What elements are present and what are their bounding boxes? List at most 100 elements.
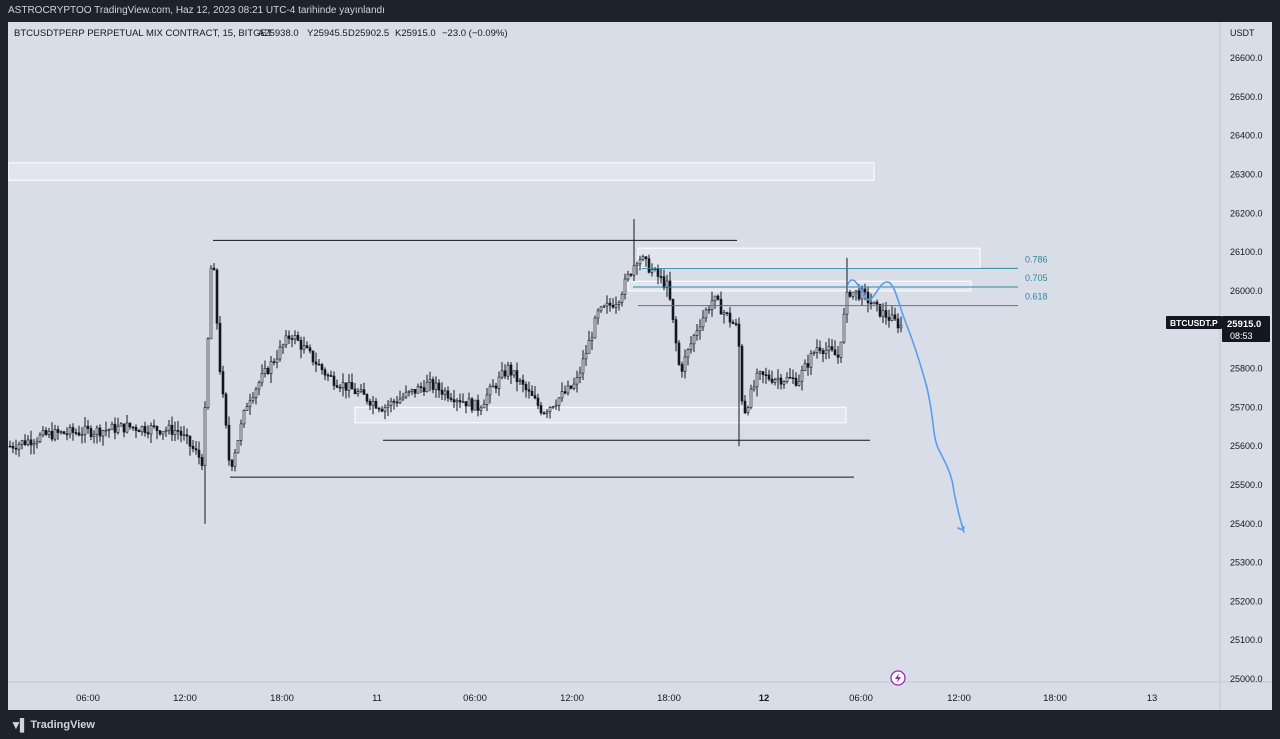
candle-body [572, 383, 576, 389]
candle-body [242, 410, 246, 425]
candle-body [680, 364, 684, 372]
candle-body [158, 430, 162, 435]
candle-body [203, 407, 207, 466]
candle-body [701, 317, 705, 328]
candle-body [116, 425, 120, 433]
candle-body [305, 345, 309, 349]
candle-body [614, 304, 618, 308]
candle-body [311, 350, 315, 363]
candle-body [20, 440, 24, 445]
candle-body [368, 400, 372, 406]
legend-symbol: BTCUSDTPERP PERPETUAL MIX CONTRACT, 15, … [14, 28, 273, 39]
candle-body [506, 364, 510, 377]
tradingview-logo[interactable]: ▼▌ TradingView [10, 718, 95, 732]
candle-body [584, 353, 588, 360]
candle-body [749, 388, 753, 408]
candle-body [113, 423, 117, 433]
candle-body [578, 372, 582, 378]
candle-body [377, 407, 381, 410]
candle-body [323, 369, 327, 376]
candle-body [80, 434, 84, 436]
candle-body [722, 312, 726, 315]
candle-body [599, 306, 603, 312]
candle-body [320, 364, 324, 371]
candle-body [620, 294, 624, 303]
candle-body [761, 371, 765, 376]
price-tick: 25000.0 [1230, 674, 1263, 684]
candle-body [590, 337, 594, 341]
candle-body [164, 430, 168, 433]
candle-body [674, 319, 678, 344]
candle-body [233, 452, 237, 467]
candle-body [251, 397, 255, 402]
candle-body [575, 377, 579, 385]
legend-open: A25938.0 [258, 28, 299, 39]
candle-body [155, 425, 159, 431]
candle-body [347, 382, 351, 391]
candle-body [824, 349, 828, 355]
candle-body [59, 431, 63, 433]
candle-body [329, 375, 333, 377]
candle-body [659, 276, 663, 278]
candle-body [227, 424, 231, 461]
candle-body [131, 426, 135, 429]
candle-body [152, 425, 156, 428]
candle-body [548, 406, 552, 413]
candle-body [284, 335, 288, 346]
candle-body [197, 449, 201, 458]
legend-low: D25902.5 [348, 28, 389, 39]
time-tick: 18:00 [1043, 693, 1067, 704]
price-tag-countdown: 08:53 [1230, 331, 1253, 341]
candle-body [122, 423, 126, 433]
chart-frame[interactable]: 0.786 0.705 0.618 26600.0 26500.0 26400.0 263… [7, 22, 1272, 710]
candle-body [725, 312, 729, 314]
candle-body [98, 427, 102, 437]
candle-body [608, 302, 612, 306]
candle-body [704, 309, 708, 319]
candle-body [53, 429, 57, 440]
candle-body [503, 370, 507, 377]
candle-body [686, 349, 690, 358]
candle-body [845, 291, 849, 315]
candle-body [623, 278, 627, 295]
fib-label: 0.618 [1025, 292, 1048, 302]
candle-body [803, 363, 807, 371]
candle-body [551, 406, 555, 409]
price-tick: 26100.0 [1230, 247, 1263, 257]
time-axis[interactable]: 06:00 12:00 18:00 11 06:00 12:00 18:00 12 06:00 1… [76, 693, 1157, 704]
time-tick: 12:00 [173, 693, 197, 704]
candle-body [668, 280, 672, 300]
price-tick: 26300.0 [1230, 169, 1263, 179]
candle-body [677, 342, 681, 365]
price-tick: 25500.0 [1230, 480, 1263, 490]
price-axis[interactable]: 26600.0 26500.0 26400.0 26300.0 26200.0 26100… [1230, 53, 1263, 684]
candle-body [788, 376, 792, 379]
legend-close: K25915.0 [395, 28, 436, 39]
price-tag-price: 25915.0 [1227, 319, 1261, 330]
candle-body [518, 379, 522, 382]
fib-label: 0.786 [1025, 254, 1048, 264]
candle-body [716, 295, 720, 300]
candle-body [893, 314, 897, 320]
candle-body [689, 343, 693, 350]
candle-body [881, 310, 885, 317]
candle-body [827, 346, 831, 351]
candle-body [230, 459, 234, 467]
candle-body [176, 430, 180, 432]
price-tick: 25700.0 [1230, 402, 1263, 412]
price-zone [7, 162, 875, 181]
candle-body [218, 322, 222, 372]
candle-body [209, 267, 213, 340]
footer-bar: ▼▌ TradingView [0, 710, 1280, 739]
candle-body [869, 302, 873, 305]
chart-canvas[interactable]: 0.786 0.705 0.618 26600.0 26500.0 26400.0 263… [7, 22, 1272, 710]
candle-body [866, 291, 870, 304]
candle-body [170, 424, 174, 435]
price-tick: 26200.0 [1230, 208, 1263, 218]
candle-body [797, 380, 801, 386]
legend-high: Y25945.5 [307, 28, 348, 39]
candle-body [236, 440, 240, 454]
candle-body [395, 401, 399, 404]
lightning-icon[interactable] [890, 670, 906, 686]
candle-body [647, 258, 651, 273]
